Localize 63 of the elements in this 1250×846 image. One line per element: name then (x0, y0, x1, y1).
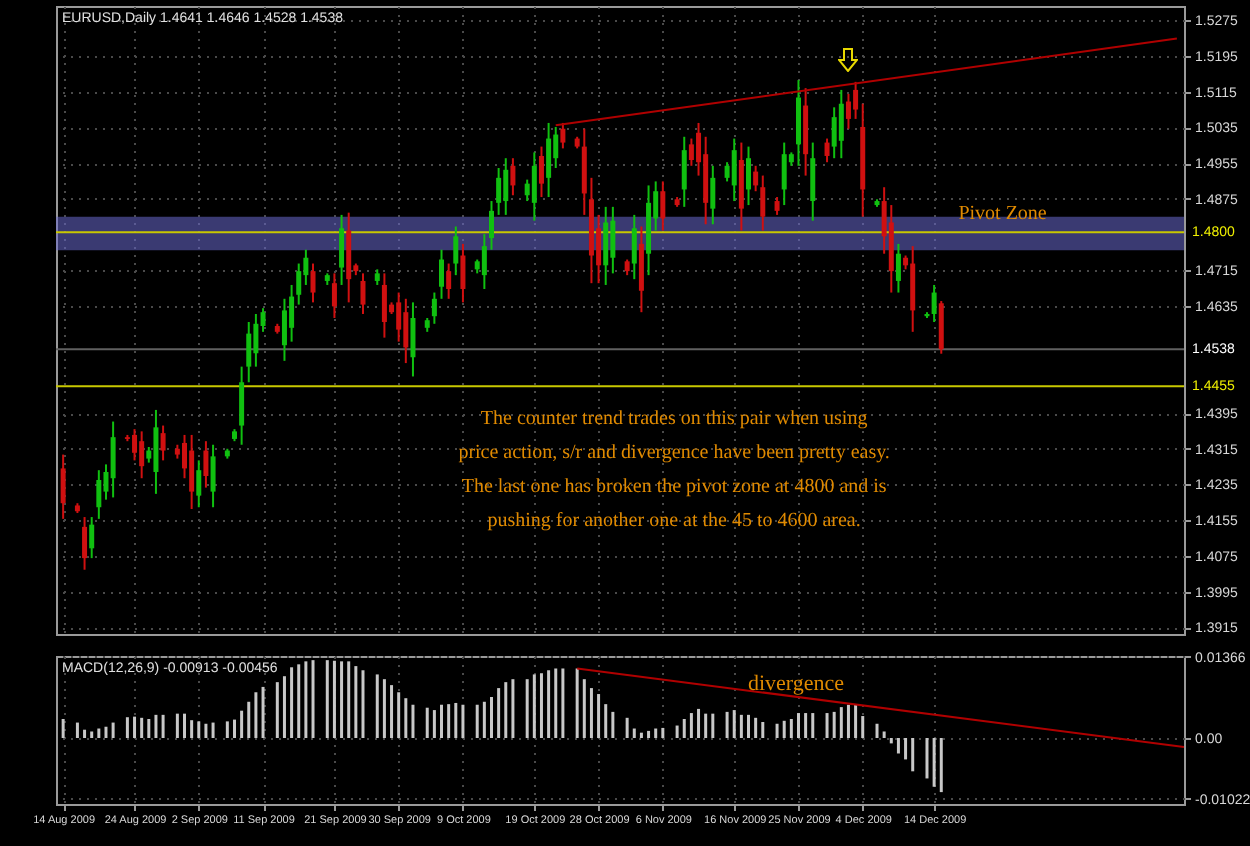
candlestick (460, 242, 466, 304)
candlestick (760, 174, 766, 232)
candlestick (731, 137, 737, 203)
candlestick (781, 141, 787, 207)
candlestick (239, 365, 245, 446)
candlestick (895, 242, 901, 294)
candlestick (631, 213, 637, 281)
candlestick (439, 248, 445, 300)
candlestick (560, 121, 566, 150)
candlestick (246, 321, 252, 384)
candlestick (60, 453, 66, 520)
candlestick (503, 157, 509, 216)
candlestick (810, 141, 816, 222)
annotation: pushing for another one at the 45 to 4600 area. (487, 510, 861, 532)
band-label: Pivot Zone (958, 202, 1048, 225)
candlestick (910, 245, 916, 333)
candlestick (381, 272, 387, 339)
candlestick (538, 145, 544, 199)
candlestick (681, 135, 687, 208)
candlestick (360, 272, 366, 315)
candlestick (931, 283, 937, 324)
candlestick (938, 300, 944, 355)
candlestick (603, 205, 609, 286)
candlestick (838, 88, 844, 160)
candlestick (660, 180, 666, 232)
candlestick (510, 157, 516, 197)
candlestick (496, 167, 502, 216)
candlestick (403, 297, 409, 365)
candlestick (688, 137, 694, 167)
candlestick (795, 79, 801, 167)
candlestick (453, 225, 459, 277)
candlestick (746, 145, 752, 207)
annotation: The last one has broken the pivot zone at 4800 and is (461, 476, 887, 498)
candlestick (210, 443, 216, 509)
candlestick (339, 213, 345, 286)
candlestick (110, 420, 116, 499)
candlestick (189, 433, 195, 511)
candlestick (96, 469, 102, 520)
candlestick (853, 80, 859, 120)
annotation: The counter trend trades on this pair when using (480, 408, 868, 430)
candlestick (89, 516, 95, 560)
candlestick (160, 424, 166, 462)
candlestick (196, 459, 202, 509)
candlestick (410, 301, 416, 378)
candlestick (331, 272, 337, 319)
candlestick (638, 225, 644, 314)
candlestick (281, 297, 287, 362)
candlestick (531, 151, 537, 222)
candlestick (82, 516, 88, 571)
candlestick (431, 291, 437, 325)
candlestick (203, 440, 209, 489)
candlestick (446, 262, 452, 300)
candlestick (153, 408, 159, 495)
candlestick (132, 428, 138, 462)
candlestick (396, 291, 402, 343)
candlestick (710, 164, 716, 226)
annotation: price action, s/r and divergence have been pretty easy. (458, 442, 890, 464)
candlestick (546, 121, 552, 199)
candlestick (139, 430, 145, 480)
candlestick (824, 137, 830, 164)
candlestick (845, 92, 851, 130)
annotation: divergence (747, 672, 845, 696)
candlestick (310, 262, 316, 304)
